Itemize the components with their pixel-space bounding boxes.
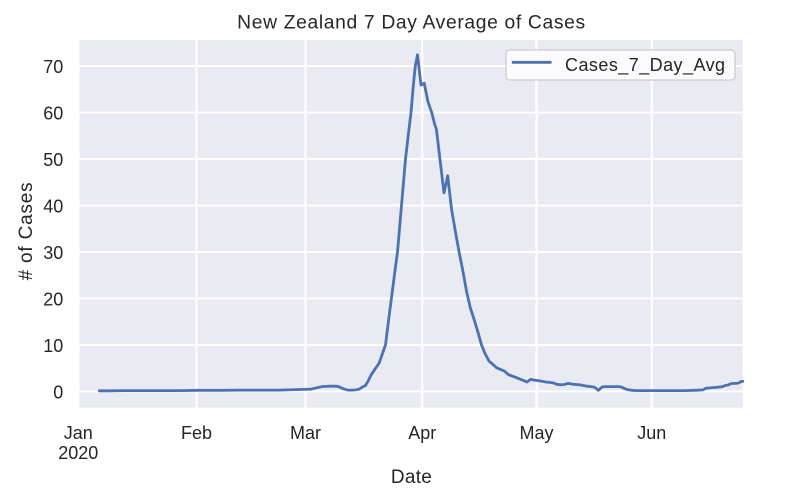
svg-text:70: 70 (43, 57, 63, 77)
svg-text:0: 0 (53, 383, 63, 403)
svg-text:Mar: Mar (290, 423, 321, 443)
svg-text:50: 50 (43, 150, 63, 170)
svg-text:Cases_7_Day_Avg: Cases_7_Day_Avg (565, 55, 726, 76)
svg-text:Jun: Jun (637, 423, 666, 443)
svg-text:40: 40 (43, 197, 63, 217)
svg-text:Date: Date (391, 467, 432, 488)
svg-text:Feb: Feb (181, 423, 212, 443)
svg-text:60: 60 (43, 104, 63, 124)
svg-text:10: 10 (43, 336, 63, 356)
svg-text:New Zealand 7 Day Average of C: New Zealand 7 Day Average of Cases (237, 12, 586, 33)
svg-text:Jan: Jan (64, 423, 93, 443)
svg-text:# of Cases: # of Cases (16, 182, 37, 281)
svg-text:May: May (519, 423, 553, 443)
svg-text:20: 20 (43, 290, 63, 310)
svg-text:2020: 2020 (58, 443, 98, 463)
svg-text:Apr: Apr (408, 423, 436, 443)
svg-text:30: 30 (43, 243, 63, 263)
